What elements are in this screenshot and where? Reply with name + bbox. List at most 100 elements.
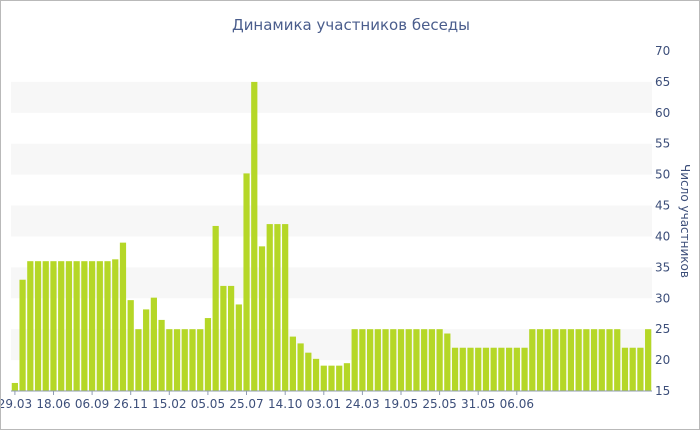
y-tick-label: 70 bbox=[655, 44, 670, 58]
bar[interactable] bbox=[397, 329, 405, 391]
bar[interactable] bbox=[266, 224, 273, 391]
bar[interactable] bbox=[135, 329, 142, 391]
bar[interactable] bbox=[567, 329, 575, 391]
bar[interactable] bbox=[297, 343, 304, 391]
y-tick-label: 65 bbox=[655, 75, 670, 89]
bar[interactable] bbox=[544, 329, 551, 391]
bar[interactable] bbox=[405, 329, 412, 391]
bar[interactable] bbox=[274, 224, 281, 391]
bar[interactable] bbox=[606, 329, 613, 391]
bar[interactable] bbox=[143, 309, 150, 391]
y-tick-label: 50 bbox=[655, 168, 670, 182]
bar[interactable] bbox=[536, 329, 544, 391]
bar[interactable] bbox=[475, 347, 482, 391]
bar[interactable] bbox=[598, 329, 605, 391]
bar[interactable] bbox=[197, 329, 204, 391]
bar[interactable] bbox=[235, 304, 242, 391]
bar[interactable] bbox=[575, 329, 582, 391]
bar[interactable] bbox=[220, 285, 227, 391]
bar[interactable] bbox=[343, 363, 351, 391]
bar[interactable] bbox=[65, 261, 73, 391]
bar[interactable] bbox=[459, 347, 466, 391]
bar[interactable] bbox=[243, 173, 250, 391]
bar[interactable] bbox=[204, 318, 212, 391]
bar[interactable] bbox=[282, 224, 289, 391]
bar[interactable] bbox=[436, 329, 443, 391]
x-tick-label: 19.05 bbox=[384, 397, 418, 411]
bar[interactable] bbox=[173, 329, 181, 391]
bar[interactable] bbox=[413, 329, 420, 391]
bar-series bbox=[11, 81, 652, 391]
bar[interactable] bbox=[166, 329, 173, 391]
bar[interactable] bbox=[583, 329, 590, 391]
bar[interactable] bbox=[212, 225, 219, 391]
bar[interactable] bbox=[73, 261, 80, 391]
bar[interactable] bbox=[382, 329, 389, 391]
bar[interactable] bbox=[421, 329, 428, 391]
bar[interactable] bbox=[27, 261, 34, 391]
bar[interactable] bbox=[621, 347, 629, 391]
y-tick-label: 40 bbox=[655, 230, 670, 244]
bar[interactable] bbox=[11, 382, 18, 391]
bar[interactable] bbox=[181, 329, 188, 391]
bar[interactable] bbox=[328, 365, 335, 391]
bar[interactable] bbox=[629, 347, 636, 391]
bar[interactable] bbox=[390, 329, 397, 391]
bar[interactable] bbox=[96, 261, 103, 391]
bar[interactable] bbox=[127, 300, 134, 391]
bar[interactable] bbox=[336, 365, 343, 391]
x-tick-label: 06.06 bbox=[500, 397, 534, 411]
bar[interactable] bbox=[104, 261, 111, 391]
bar[interactable] bbox=[42, 261, 49, 391]
y-tick-label: 25 bbox=[655, 322, 670, 336]
bar[interactable] bbox=[119, 242, 127, 391]
bar[interactable] bbox=[428, 329, 436, 391]
bar[interactable] bbox=[289, 336, 296, 391]
x-tick-label: 14.10 bbox=[268, 397, 302, 411]
bar[interactable] bbox=[529, 329, 536, 391]
bar[interactable] bbox=[513, 347, 520, 391]
bar[interactable] bbox=[614, 329, 621, 391]
bar[interactable] bbox=[490, 347, 497, 391]
bar[interactable] bbox=[312, 358, 320, 391]
bar[interactable] bbox=[467, 347, 474, 391]
x-tick-label: 31.05 bbox=[461, 397, 495, 411]
bar[interactable] bbox=[50, 261, 57, 391]
bar[interactable] bbox=[227, 285, 235, 391]
x-tick-label: 25.05 bbox=[422, 397, 456, 411]
bar[interactable] bbox=[444, 333, 451, 391]
bar[interactable] bbox=[367, 329, 374, 391]
bar[interactable] bbox=[305, 352, 312, 391]
bar[interactable] bbox=[189, 329, 196, 391]
y-tick-label: 20 bbox=[655, 353, 670, 367]
y-tick-label: 15 bbox=[655, 384, 670, 398]
grid-bands bbox=[11, 81, 652, 361]
bar[interactable] bbox=[359, 329, 366, 391]
bar[interactable] bbox=[58, 261, 65, 391]
bar[interactable] bbox=[482, 347, 490, 391]
bar[interactable] bbox=[19, 279, 26, 391]
bar[interactable] bbox=[560, 329, 567, 391]
bar[interactable] bbox=[645, 329, 652, 391]
bar[interactable] bbox=[637, 347, 644, 391]
bar[interactable] bbox=[521, 347, 528, 391]
bar[interactable] bbox=[451, 347, 459, 391]
bar[interactable] bbox=[158, 319, 165, 391]
bar[interactable] bbox=[88, 261, 96, 391]
bar[interactable] bbox=[351, 329, 358, 391]
bar[interactable] bbox=[498, 347, 505, 391]
y-axis-title: Число участников bbox=[678, 164, 692, 278]
bar[interactable] bbox=[552, 329, 559, 391]
bar[interactable] bbox=[150, 297, 157, 391]
bar[interactable] bbox=[506, 347, 513, 391]
bar[interactable] bbox=[258, 246, 266, 391]
bar[interactable] bbox=[34, 261, 42, 391]
bar[interactable] bbox=[251, 81, 258, 391]
y-tick-label: 55 bbox=[655, 137, 670, 151]
bar[interactable] bbox=[81, 261, 88, 391]
bar[interactable] bbox=[374, 329, 381, 391]
bar[interactable] bbox=[112, 259, 119, 391]
bar[interactable] bbox=[590, 329, 598, 391]
bar[interactable] bbox=[320, 365, 327, 391]
